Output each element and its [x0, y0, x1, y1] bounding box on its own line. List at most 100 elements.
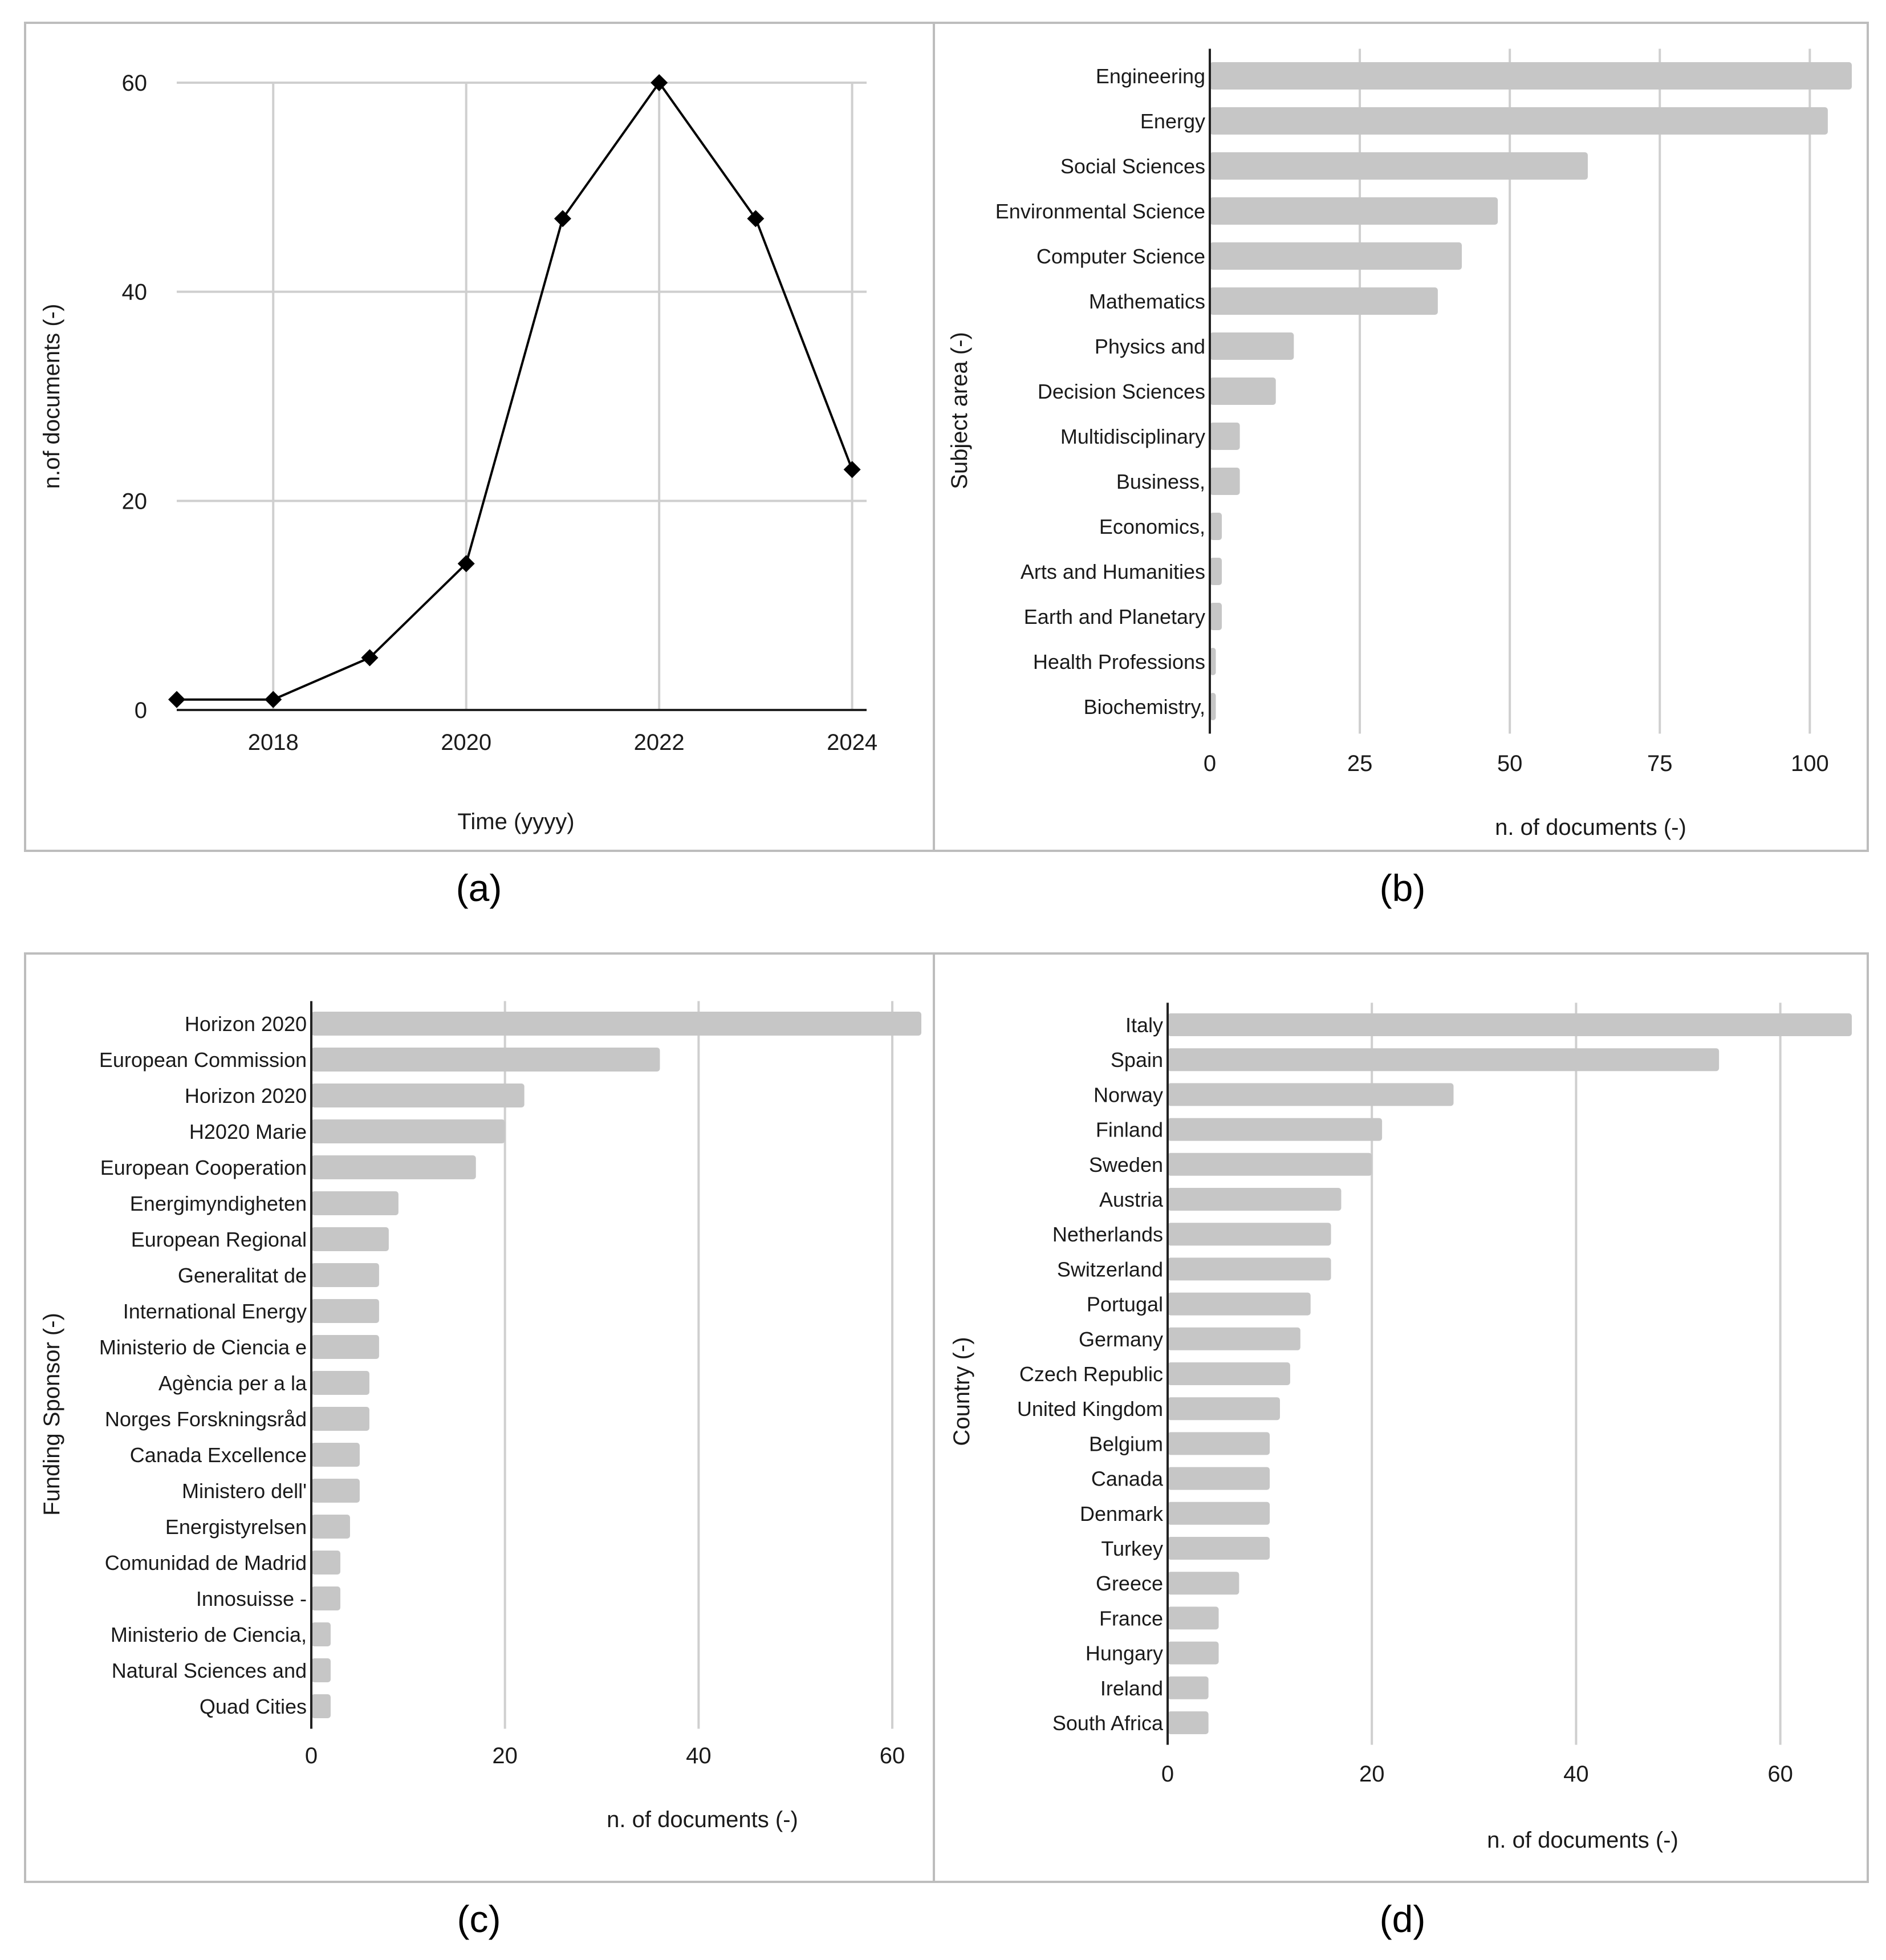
c-category-label: Natural Sciences and: [112, 1659, 307, 1682]
d-xtick-label: 0: [1161, 1762, 1174, 1787]
b-xtick-label: 25: [1347, 751, 1373, 776]
b-y-axis-title: Subject area (-): [947, 332, 972, 489]
a-data-point-2017: [168, 691, 185, 708]
d-category-label: Switzerland: [1057, 1257, 1163, 1281]
d-category-label: France: [1099, 1606, 1163, 1630]
b-category-label: Energy: [1140, 109, 1205, 133]
c-bar: [311, 1694, 331, 1718]
d-bar: [1168, 1083, 1454, 1106]
d-category-label: Belgium: [1089, 1432, 1163, 1455]
d-x-axis-title: n. of documents (-): [1487, 1828, 1678, 1853]
c-bar: [311, 1551, 340, 1575]
chart-d-country-bars: 0 20 40 60 Italy Spain Norway Finland Sweden Aust…: [949, 1003, 1852, 1853]
panel-label-d: (d): [1380, 1898, 1426, 1940]
c-category-label: Canada Excellence: [130, 1443, 307, 1467]
b-category-label: Physics and: [1095, 335, 1205, 358]
d-category-label: Finland: [1096, 1118, 1163, 1142]
d-bar: [1168, 1606, 1219, 1630]
c-bar: [311, 1263, 379, 1287]
c-y-axis-title: Funding Sponsor (-): [39, 1313, 64, 1516]
b-bar: [1210, 197, 1498, 225]
b-bar: [1210, 287, 1438, 315]
panel-label-a: (a): [456, 867, 502, 909]
c-category-label: Ministerio de Ciencia e: [99, 1336, 307, 1359]
b-bar: [1210, 648, 1216, 675]
b-category-label: Social Sciences: [1060, 155, 1205, 178]
a-xtick-label: 2022: [634, 730, 685, 755]
c-xtick-label: 60: [880, 1743, 905, 1768]
c-category-label: Horizon 2020: [185, 1012, 307, 1036]
b-category-label: Business,: [1116, 470, 1205, 493]
d-bar: [1168, 1572, 1239, 1595]
c-bar: [311, 1622, 331, 1646]
d-bar: [1168, 1641, 1219, 1665]
d-category-label: Ireland: [1100, 1677, 1163, 1700]
b-category-label: Mathematics: [1089, 290, 1205, 313]
d-category-label: Czech Republic: [1019, 1362, 1163, 1386]
c-bar: [311, 1299, 379, 1323]
a-x-axis-title: Time (yyyy): [457, 809, 574, 834]
panel-frames: [24, 22, 1869, 1883]
d-xtick-label: 40: [1563, 1762, 1589, 1787]
c-category-label: Generalitat de: [178, 1264, 307, 1287]
chart-c-funding-sponsor-bars: 0 20 40 60 Horizon 2020 European Commission Ho…: [39, 1001, 921, 1832]
chart-b-subject-area-bars: 0 25 50 75 100 Engineering Energy Social Scienc…: [947, 48, 1852, 840]
a-xtick-label: 2018: [248, 730, 299, 755]
b-bar: [1210, 378, 1276, 405]
c-bar: [311, 1479, 360, 1503]
d-bar: [1168, 1327, 1300, 1350]
a-data-point-2022: [651, 74, 668, 91]
b-bar: [1210, 558, 1222, 585]
c-category-label: Comunidad de Madrid: [105, 1551, 307, 1575]
b-category-label: Earth and Planetary: [1024, 605, 1205, 628]
a-ytick-label: 20: [122, 489, 148, 514]
chart-a-line-documents-per-year: 0 20 40 60 2018 2020 2022 2024 Time (yyyy) n.of d…: [39, 71, 877, 834]
panel-label-c: (c): [457, 1898, 501, 1940]
c-bar: [311, 1048, 660, 1072]
c-bar: [311, 1443, 360, 1467]
d-category-label: Austria: [1099, 1188, 1164, 1211]
d-bar: [1168, 1013, 1852, 1036]
d-bar: [1168, 1676, 1209, 1699]
d-category-label: Hungary: [1086, 1642, 1163, 1665]
c-category-label: Ministerio de Ciencia,: [111, 1623, 307, 1646]
a-xtick-label: 2020: [441, 730, 491, 755]
b-category-label: Decision Sciences: [1038, 380, 1205, 403]
b-x-axis-title: n. of documents (-): [1495, 815, 1686, 840]
b-xtick-label: 50: [1497, 751, 1523, 776]
d-bar: [1168, 1153, 1372, 1176]
b-category-label: Computer Science: [1037, 245, 1205, 268]
c-category-label: Energistyrelsen: [165, 1515, 307, 1539]
b-category-label: Economics,: [1099, 515, 1205, 538]
d-bar: [1168, 1711, 1209, 1734]
d-category-label: United Kingdom: [1017, 1397, 1163, 1421]
b-category-label: Engineering: [1096, 64, 1205, 88]
b-category-label: Environmental Science: [995, 200, 1205, 223]
d-bar: [1168, 1362, 1290, 1385]
a-xtick-label: 2024: [827, 730, 877, 755]
c-bar: [311, 1335, 379, 1359]
c-bar: [311, 1371, 369, 1395]
d-bar: [1168, 1048, 1720, 1072]
a-ytick-label: 0: [135, 698, 147, 723]
frame-top: [24, 22, 1869, 852]
c-category-label: Energimyndigheten: [130, 1192, 307, 1215]
d-category-label: Spain: [1111, 1048, 1163, 1072]
b-category-label: Health Professions: [1033, 650, 1205, 673]
a-data-point-2024: [843, 461, 861, 478]
b-bar: [1210, 603, 1222, 630]
a-data-point-2018: [265, 691, 282, 708]
a-data-point-2019: [361, 649, 379, 667]
d-bar: [1168, 1188, 1342, 1211]
d-bar: [1168, 1223, 1331, 1246]
d-category-label: Germany: [1079, 1328, 1163, 1351]
c-x-axis-title: n. of documents (-): [607, 1807, 798, 1832]
a-series-line: [177, 80, 853, 701]
b-bar: [1210, 152, 1588, 180]
a-ytick-label: 40: [122, 280, 148, 305]
c-xtick-label: 40: [686, 1743, 712, 1768]
d-bar: [1168, 1292, 1311, 1316]
d-bar: [1168, 1537, 1270, 1560]
b-category-label: Multidisciplinary: [1060, 425, 1205, 448]
c-bar: [311, 1012, 921, 1036]
